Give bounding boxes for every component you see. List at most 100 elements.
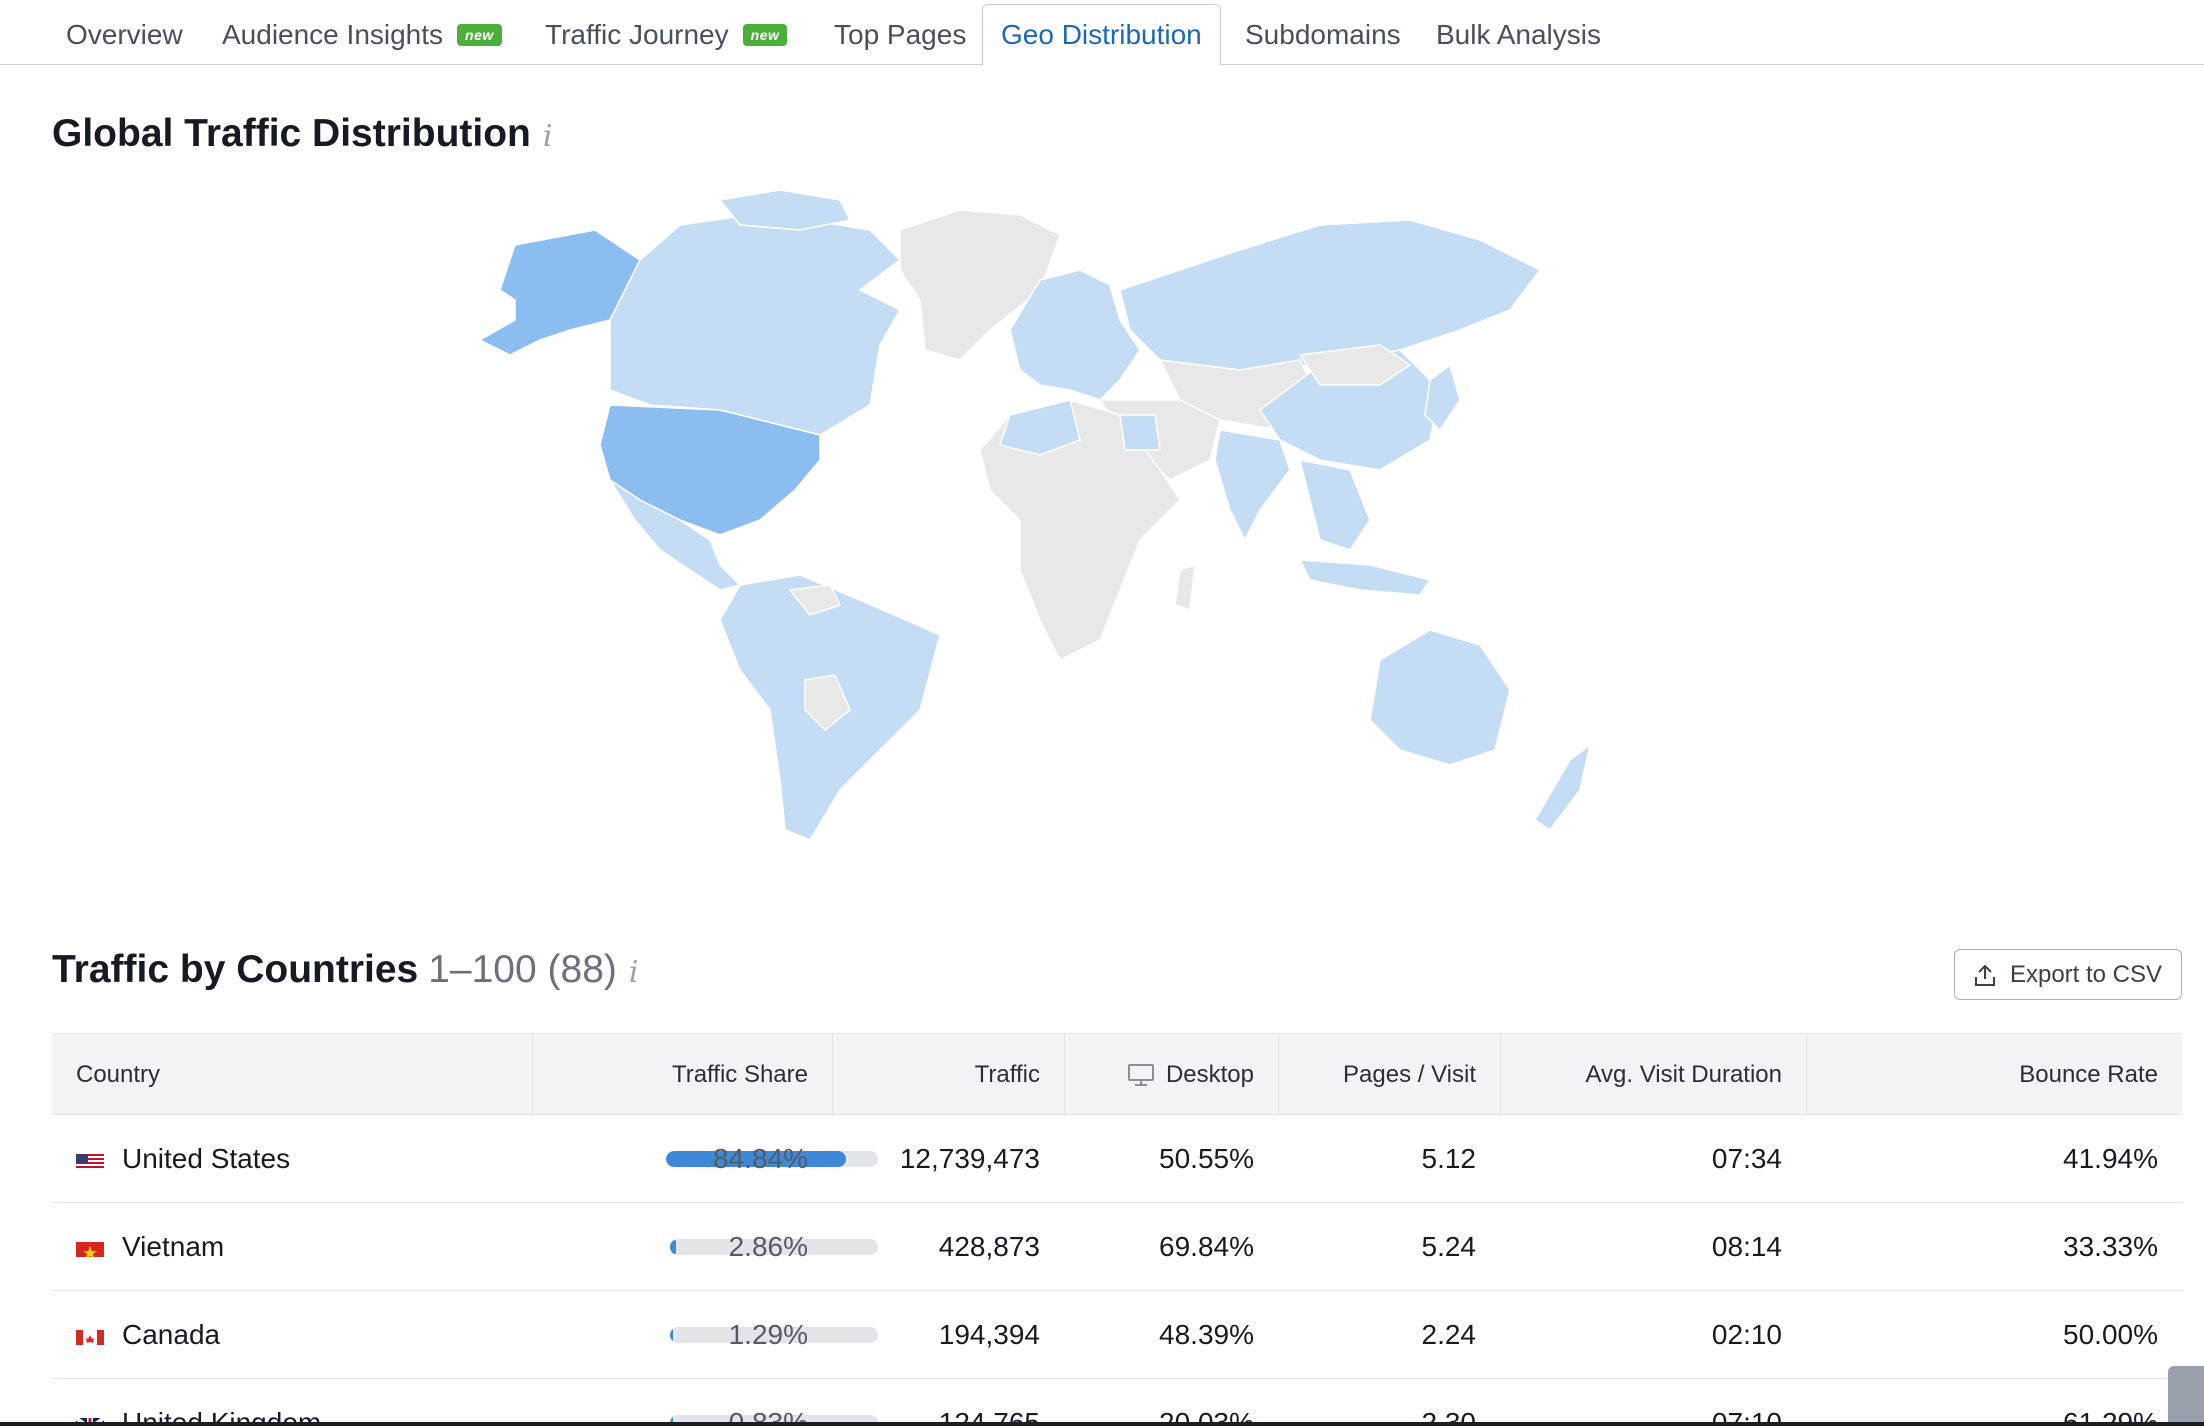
window-bottom-edge — [0, 1422, 2204, 1426]
table-row[interactable]: United States 84.84% 12,739,473 50.55% 5… — [52, 1115, 2182, 1203]
traffic-share-bar — [670, 1239, 878, 1255]
tab-label: Top Pages — [834, 18, 967, 50]
traffic-share-fill — [670, 1327, 674, 1343]
new-badge: new — [742, 23, 788, 46]
col-desktop[interactable]: Desktop — [1064, 1034, 1278, 1116]
tab-bar: Overview Audience Insights new Traffic Jo… — [0, 0, 2204, 66]
flag-icon — [76, 1149, 104, 1169]
map-region-russia[interactable] — [1119, 219, 1542, 371]
traffic-value: 428,873 — [938, 1231, 1040, 1262]
tab-label: Audience Insights — [222, 18, 444, 50]
visit-duration-value: 08:14 — [1711, 1231, 1782, 1262]
tab-geo-distribution[interactable]: Geo Distribution — [982, 4, 1221, 66]
table-row[interactable]: Canada 1.29% 194,394 48.39% 2.24 02:10 5… — [52, 1291, 2182, 1379]
map-region-indonesia[interactable] — [1298, 559, 1432, 596]
col-bounce-rate[interactable]: Bounce Rate — [1806, 1034, 2182, 1116]
feedback-tab[interactable] — [2168, 1366, 2204, 1422]
map-region-canada[interactable] — [609, 214, 902, 436]
countries-table: Country Traffic Share Traffic Desktop Pa… — [52, 1033, 2182, 1426]
traffic-share-fill — [670, 1239, 676, 1255]
tab-label: Bulk Analysis — [1436, 18, 1601, 50]
tab-label: Overview — [66, 18, 183, 50]
tab-traffic-journey[interactable]: Traffic Journey new — [527, 4, 805, 65]
export-csv-button[interactable]: Export to CSV — [1954, 949, 2182, 1000]
map-region-north-africa[interactable] — [999, 399, 1081, 456]
map-region-canada-islands[interactable] — [718, 190, 852, 231]
flag-icon — [76, 1325, 104, 1345]
export-label: Export to CSV — [2009, 960, 2163, 988]
traffic-share-fill — [670, 1415, 674, 1426]
traffic-share-bar — [670, 1327, 878, 1343]
traffic-value: 124,765 — [938, 1407, 1040, 1426]
country-cell[interactable]: United Kingdom — [76, 1379, 321, 1426]
info-icon[interactable]: i — [542, 119, 553, 154]
map-region-madagascar[interactable] — [1174, 563, 1196, 612]
map-region-venezuela[interactable] — [788, 584, 842, 616]
desktop-value: 48.39% — [1159, 1319, 1254, 1350]
tab-label: Traffic Journey — [545, 18, 729, 50]
col-label: Bounce Rate — [2019, 1061, 2158, 1088]
col-label: Traffic Share — [671, 1061, 808, 1088]
table-body: United States 84.84% 12,739,473 50.55% 5… — [52, 1115, 2182, 1426]
pages-visit-value: 5.24 — [1421, 1231, 1477, 1262]
col-traffic-share[interactable]: Traffic Share — [532, 1034, 832, 1116]
table-row[interactable]: Vietnam 2.86% 428,873 69.84% 5.24 08:14 … — [52, 1203, 2182, 1291]
desktop-value: 69.84% — [1159, 1231, 1254, 1262]
table-row[interactable]: United Kingdom 0.83% 124,765 20.03% 2.30… — [52, 1379, 2182, 1426]
traffic-value: 12,739,473 — [899, 1143, 1040, 1174]
desktop-value: 20.03% — [1159, 1407, 1254, 1426]
world-map — [478, 190, 1592, 841]
tab-overview[interactable]: Overview — [48, 4, 201, 65]
pages-visit-value: 5.12 — [1421, 1143, 1477, 1174]
map-region-egypt[interactable] — [1119, 414, 1161, 451]
col-label: Traffic — [974, 1061, 1040, 1088]
map-region-japan[interactable] — [1424, 363, 1461, 432]
col-country[interactable]: Country — [76, 1061, 161, 1088]
info-icon[interactable]: i — [628, 955, 639, 990]
result-range: 1–100 (88) — [428, 948, 617, 991]
col-label: Pages / Visit — [1343, 1061, 1476, 1088]
pages-visit-value: 2.24 — [1421, 1319, 1477, 1350]
traffic-value: 194,394 — [938, 1319, 1040, 1350]
map-region-bolivia[interactable] — [804, 674, 851, 732]
desktop-value: 50.55% — [1159, 1143, 1254, 1174]
country-cell[interactable]: Vietnam — [76, 1203, 224, 1291]
tab-subdomains[interactable]: Subdomains — [1227, 4, 1419, 65]
map-region-greenland[interactable] — [899, 209, 1061, 361]
visit-duration-value: 02:10 — [1711, 1319, 1782, 1350]
visit-duration-value: 07:34 — [1711, 1143, 1782, 1174]
tab-top-pages[interactable]: Top Pages — [816, 4, 984, 65]
col-label: Avg. Visit Duration — [1585, 1061, 1782, 1088]
country-name: United States — [122, 1143, 291, 1174]
flag-icon — [76, 1237, 104, 1257]
col-traffic[interactable]: Traffic — [832, 1034, 1064, 1116]
country-name: United Kingdom — [122, 1407, 322, 1426]
visit-duration-value: 07:10 — [1711, 1407, 1782, 1426]
bounce-rate-value: 41.94% — [2063, 1143, 2158, 1174]
country-name: Canada — [122, 1319, 221, 1350]
country-cell[interactable]: United States — [76, 1115, 290, 1203]
map-region-new-zealand[interactable] — [1533, 743, 1592, 832]
tab-label: Geo Distribution — [1001, 19, 1202, 50]
col-pages-visit[interactable]: Pages / Visit — [1278, 1034, 1500, 1116]
map-region-southeast-asia[interactable] — [1298, 459, 1371, 551]
tab-label: Subdomains — [1245, 18, 1401, 50]
traffic-by-countries-title: Traffic by Countries 1–100 (88) i — [52, 948, 638, 992]
tab-audience-insights[interactable]: Audience Insights new — [204, 4, 520, 65]
traffic-share-bar — [666, 1151, 878, 1167]
traffic-share-bar — [670, 1415, 878, 1426]
bounce-rate-value: 33.33% — [2063, 1231, 2158, 1262]
country-cell[interactable]: Canada — [76, 1291, 220, 1379]
map-region-europe[interactable] — [1009, 269, 1141, 401]
global-traffic-title: Global Traffic Distribution i — [52, 112, 552, 156]
upload-icon — [1974, 964, 1995, 986]
map-region-australia[interactable] — [1369, 629, 1511, 766]
map-region-mongolia[interactable] — [1298, 344, 1412, 386]
bounce-rate-value: 61.29% — [2063, 1407, 2158, 1426]
traffic-share-fill — [666, 1151, 846, 1167]
col-avg-visit-duration[interactable]: Avg. Visit Duration — [1500, 1034, 1806, 1116]
tab-bulk-analysis[interactable]: Bulk Analysis — [1418, 4, 1619, 65]
map-region-alaska[interactable] — [478, 229, 641, 356]
bounce-rate-value: 50.00% — [2063, 1319, 2158, 1350]
map-region-india[interactable] — [1214, 429, 1291, 542]
